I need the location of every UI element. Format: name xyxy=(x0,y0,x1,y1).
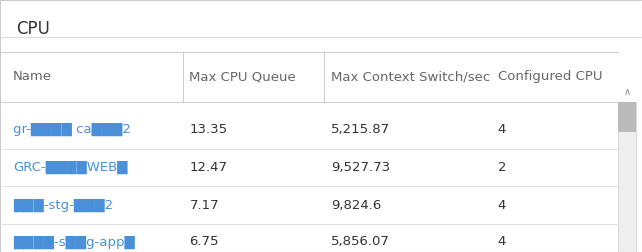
Text: Max Context Switch/sec: Max Context Switch/sec xyxy=(331,70,490,83)
Text: Name: Name xyxy=(13,70,52,83)
Text: 6.75: 6.75 xyxy=(189,235,219,248)
Text: Configured CPU: Configured CPU xyxy=(498,70,602,83)
Text: ∧: ∧ xyxy=(623,87,630,97)
Text: 4: 4 xyxy=(498,199,506,212)
Text: CPU: CPU xyxy=(16,20,50,38)
Text: 2: 2 xyxy=(498,161,506,174)
Text: Max CPU Queue: Max CPU Queue xyxy=(189,70,296,83)
Text: ███-stg-███2: ███-stg-███2 xyxy=(13,199,113,212)
Text: 9,824.6: 9,824.6 xyxy=(331,199,381,212)
Text: 9,527.73: 9,527.73 xyxy=(331,161,390,174)
Text: 7.17: 7.17 xyxy=(189,199,219,212)
Text: 12.47: 12.47 xyxy=(189,161,227,174)
Text: gr-████ ca███2: gr-████ ca███2 xyxy=(13,123,131,136)
Text: 5,856.07: 5,856.07 xyxy=(331,235,390,248)
Text: 4: 4 xyxy=(498,123,506,136)
Text: 4: 4 xyxy=(498,235,506,248)
Text: GRC-████WEB█: GRC-████WEB█ xyxy=(13,161,127,174)
Text: 13.35: 13.35 xyxy=(189,123,227,136)
FancyBboxPatch shape xyxy=(618,102,636,252)
Text: ████-s██g-app█: ████-s██g-app█ xyxy=(13,235,135,248)
Text: 5,215.87: 5,215.87 xyxy=(331,123,390,136)
FancyBboxPatch shape xyxy=(618,102,636,132)
